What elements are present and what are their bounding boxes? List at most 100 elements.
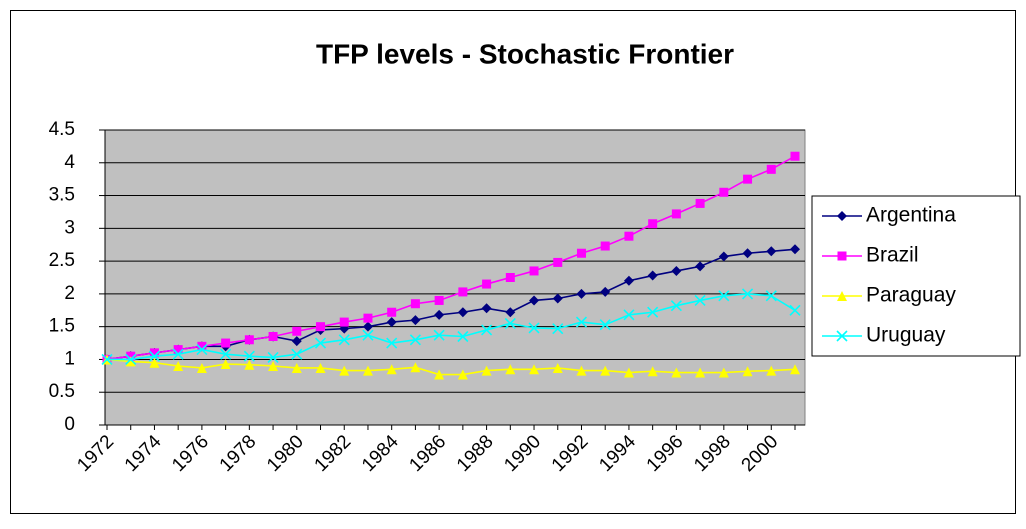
marker (576, 248, 586, 258)
marker (314, 337, 327, 349)
marker (837, 211, 847, 221)
marker (291, 336, 302, 347)
marker (172, 348, 184, 360)
marker (292, 326, 302, 336)
marker (482, 279, 492, 289)
marker (552, 323, 564, 335)
marker (410, 299, 420, 309)
marker (552, 362, 563, 373)
marker (766, 365, 777, 376)
marker (315, 362, 326, 373)
marker (220, 348, 232, 360)
marker (220, 359, 231, 370)
marker (338, 334, 350, 346)
marker (243, 350, 255, 362)
marker (316, 322, 326, 332)
marker (244, 359, 255, 370)
marker (339, 365, 350, 376)
marker (695, 367, 706, 378)
marker (552, 293, 563, 304)
marker (623, 275, 634, 286)
marker (576, 365, 587, 376)
marker (291, 362, 302, 373)
marker (765, 290, 777, 302)
marker (670, 300, 682, 312)
marker (125, 356, 136, 367)
legend-label: Brazil (866, 244, 919, 267)
marker (600, 365, 611, 376)
marker (149, 357, 160, 368)
marker (362, 329, 374, 341)
marker (694, 294, 706, 307)
marker (529, 364, 540, 375)
series (102, 354, 800, 380)
marker (671, 367, 682, 378)
marker (741, 288, 754, 300)
marker (529, 266, 539, 276)
marker (434, 309, 445, 320)
marker (433, 329, 445, 341)
marker (718, 367, 729, 378)
marker (434, 369, 445, 380)
series-line (106, 358, 796, 376)
marker (789, 304, 801, 316)
marker (671, 265, 682, 276)
marker (409, 334, 421, 346)
marker (173, 361, 184, 371)
legend-label: Uruguay (866, 324, 946, 347)
marker (718, 251, 729, 262)
plot-area (104, 129, 806, 426)
y-tick-label: 2 (64, 283, 75, 304)
marker (268, 361, 279, 371)
marker (149, 348, 159, 358)
marker (197, 341, 207, 351)
marker (647, 270, 658, 281)
y-tick-label: 1 (64, 348, 75, 369)
marker (410, 362, 421, 373)
marker (457, 369, 468, 380)
y-tick-label: 0 (64, 414, 75, 435)
marker (837, 251, 847, 261)
marker (600, 241, 610, 251)
marker (742, 366, 753, 377)
marker (291, 348, 303, 360)
marker (244, 335, 254, 345)
legend-label: Paraguay (866, 284, 956, 307)
marker (766, 164, 776, 174)
marker (434, 295, 444, 305)
marker (221, 338, 231, 348)
chart-title: TFP levels - Stochastic Frontier (316, 38, 734, 69)
marker (458, 287, 468, 297)
marker (386, 337, 398, 349)
marker (695, 261, 706, 272)
y-tick-label: 4.5 (49, 119, 75, 140)
y-tick-label: 3 (64, 217, 75, 238)
y-tick-label: 1.5 (49, 316, 75, 337)
marker (743, 174, 753, 184)
marker (148, 350, 161, 362)
marker (363, 313, 373, 323)
marker (648, 219, 658, 229)
marker (387, 307, 397, 317)
marker (718, 290, 730, 302)
marker (624, 231, 634, 241)
marker (528, 322, 540, 334)
marker (599, 319, 611, 331)
marker (647, 366, 658, 377)
y-tick-label: 3.5 (49, 185, 75, 206)
y-tick-label: 4 (64, 152, 75, 173)
marker (647, 306, 659, 318)
marker (101, 353, 113, 366)
marker (386, 317, 397, 328)
marker (126, 351, 136, 361)
marker (529, 295, 540, 306)
marker (742, 248, 753, 259)
marker (362, 365, 373, 376)
marker (481, 324, 493, 336)
marker (553, 257, 563, 267)
marker (268, 332, 278, 341)
marker (457, 307, 468, 318)
marker (481, 365, 492, 376)
